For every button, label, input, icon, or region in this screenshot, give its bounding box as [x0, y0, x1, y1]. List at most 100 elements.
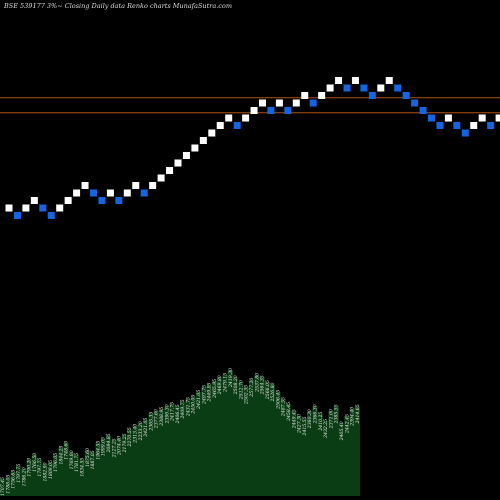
renko-brick-down — [411, 99, 419, 107]
renko-brick-down — [284, 107, 292, 114]
volume-label: 1781.75 — [74, 453, 80, 472]
renko-brick-up — [132, 182, 140, 189]
renko-brick-up — [123, 189, 131, 197]
volume-label: 2431.75 — [185, 397, 191, 417]
volume-label: 1882.90 — [43, 462, 49, 481]
renko-brick-down — [13, 212, 21, 219]
volume-label: 2417.75 — [170, 402, 176, 422]
volume-label: 2388.95 — [159, 407, 165, 427]
renko-brick-down — [267, 107, 275, 114]
renko-brick-down — [39, 204, 47, 212]
volume-label: 2487.55 — [281, 397, 287, 417]
volume-label: 2405.40 — [339, 421, 345, 441]
volume-label: 2469.80 — [217, 375, 223, 395]
volume-label: 1756.65 — [11, 470, 17, 489]
volume-label: 1748.60 — [64, 441, 70, 460]
volume-label: 2313.40 — [133, 424, 139, 444]
volume-label: 1887.05 — [90, 450, 96, 469]
volume-label: 2385.55 — [334, 404, 340, 424]
renko-brick-down — [419, 107, 427, 114]
renko-brick-down — [487, 122, 495, 129]
volume-label: 2421.05 — [143, 418, 149, 438]
renko-brick-up — [106, 189, 114, 197]
renko-brick-up — [292, 99, 300, 107]
renko-brick-up — [208, 129, 216, 137]
renko-brick-up — [495, 114, 500, 122]
renko-brick-down — [428, 114, 435, 122]
volume-label: 1797.75 — [37, 458, 43, 477]
volume-label: 2577.20 — [249, 378, 255, 398]
renko-brick-up — [191, 144, 199, 152]
renko-brick-down — [309, 99, 317, 107]
volume-label: 2449.45 — [291, 409, 297, 429]
volume-label: 1786.20 — [21, 467, 27, 486]
renko-brick-up — [444, 114, 452, 122]
volume-label: 2084.85 — [106, 433, 112, 453]
volume-label: 2442.45 — [344, 414, 350, 434]
volume-label: 2502.35 — [244, 385, 250, 405]
renko-brick-up — [149, 182, 157, 189]
volume-label: 1766.50 — [32, 453, 38, 472]
volume-label: 2566.05 — [265, 380, 271, 400]
volume-label: 2410.25 — [318, 412, 324, 432]
volume-label: 1769.80 — [69, 450, 75, 469]
renko-brick-up — [73, 189, 81, 197]
renko-brick-up — [385, 77, 393, 84]
volume-label: 1788.05 — [5, 475, 11, 494]
renko-brick-down — [368, 92, 376, 99]
renko-brick-down — [436, 122, 444, 129]
volume-label: 2377.60 — [154, 409, 160, 429]
renko-brick-up — [301, 92, 309, 99]
volume-label: 2270.55 — [127, 427, 133, 447]
volume-label: 2409.75 — [180, 399, 186, 419]
volume-label: 2465.95 — [212, 379, 218, 399]
renko-brick-up — [351, 77, 359, 84]
renko-brick-up — [335, 77, 343, 84]
renko-brick-up — [478, 114, 486, 122]
renko-brick-up — [259, 99, 266, 107]
volume-label: 1844.25 — [58, 445, 64, 464]
volume-label: 1964.55 — [95, 441, 101, 460]
renko-brick-down — [360, 84, 368, 92]
volume-label: 1796.05 — [53, 453, 59, 472]
volume-label: 2371.00 — [328, 409, 334, 429]
renko-brick-up — [216, 122, 224, 129]
renko-brick-down — [140, 189, 148, 197]
volume-label: 1834.55 — [80, 458, 86, 477]
volume-label: 2449.95 — [207, 382, 213, 402]
renko-brick-down — [233, 122, 241, 129]
volume-tail-mask — [360, 425, 500, 496]
volume-label: 2415.55 — [302, 416, 308, 436]
volume-label: 2365.35 — [148, 412, 154, 432]
volume-label: 2380.30 — [307, 409, 313, 429]
renko-brick-up — [22, 204, 30, 212]
volume-label: 2179.25 — [122, 433, 128, 453]
volume-label: 2394.40 — [350, 407, 356, 427]
renko-brick-up — [199, 137, 207, 144]
renko-brick-down — [453, 122, 461, 129]
renko-brick-up — [174, 159, 182, 167]
volume-label: 1790.20 — [27, 458, 33, 477]
volume-label: 2432.25 — [323, 419, 329, 439]
volume-label: 2512.70 — [238, 380, 244, 400]
volume-label: 2479.15 — [223, 373, 229, 393]
reference-lines — [0, 97, 500, 114]
renko-brick-down — [343, 84, 351, 92]
renko-brick-up — [275, 99, 283, 107]
renko-brick-up — [377, 84, 385, 92]
volume-label: 2127.25 — [111, 438, 117, 458]
renko-brick-down — [402, 92, 410, 99]
volume-label: 1809.05 — [48, 460, 54, 479]
renko-brick-down — [461, 129, 469, 137]
volume-layer: 1707.45 1788.05 1756.65 1797.75 1786.201790.… — [0, 368, 500, 496]
volume-label: 2421.05 — [196, 390, 202, 410]
renko-brick-down — [90, 189, 97, 197]
renko-brick-up — [30, 197, 38, 204]
volume-label: 1999.05 — [101, 437, 107, 456]
renko-brick-up — [166, 167, 174, 174]
volume-label: 2074.40 — [117, 436, 123, 456]
volume-label: 2414.65 — [355, 404, 361, 424]
renko-brick-up — [326, 84, 334, 92]
volume-label: 2537.80 — [254, 373, 260, 393]
volume-label: 2508.20 — [233, 375, 239, 395]
